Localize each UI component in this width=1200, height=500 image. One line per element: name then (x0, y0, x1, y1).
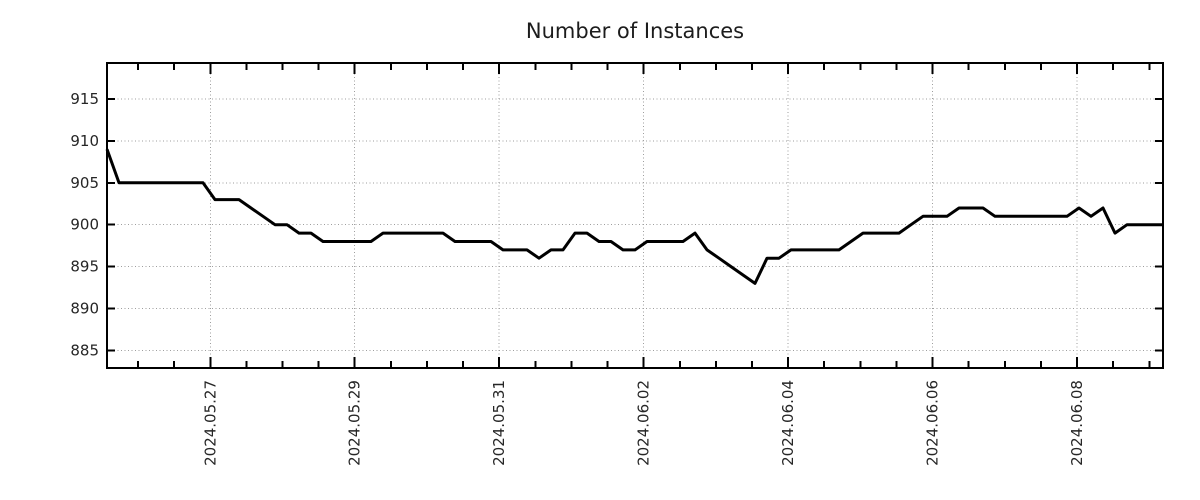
y-tick-label: 905 (70, 174, 99, 192)
plot-border (106, 62, 1164, 369)
x-tick-label: 2024.05.31 (490, 380, 508, 466)
y-tick-label: 890 (70, 300, 99, 318)
x-tick-label: 2024.06.08 (1068, 380, 1086, 466)
x-tick-label: 2024.05.27 (201, 380, 219, 466)
x-tick-label: 2024.06.02 (635, 380, 653, 466)
y-tick-label: 895 (70, 258, 99, 276)
y-tick-label: 885 (70, 341, 99, 359)
chart-title: Number of Instances (526, 19, 744, 43)
x-tick-label: 2024.06.06 (924, 380, 942, 466)
x-tick-label: 2024.06.04 (779, 380, 797, 466)
plot-area: 885 890 895 900 905 910 915 2024.05.27 2024.05.2… (70, 62, 1164, 466)
y-tick-label: 910 (70, 132, 99, 150)
series-line (105, 148, 1163, 285)
y-tick-label: 900 (70, 216, 99, 234)
x-tick-label: 2024.05.29 (346, 380, 364, 466)
y-tick-label: 915 (70, 90, 99, 108)
